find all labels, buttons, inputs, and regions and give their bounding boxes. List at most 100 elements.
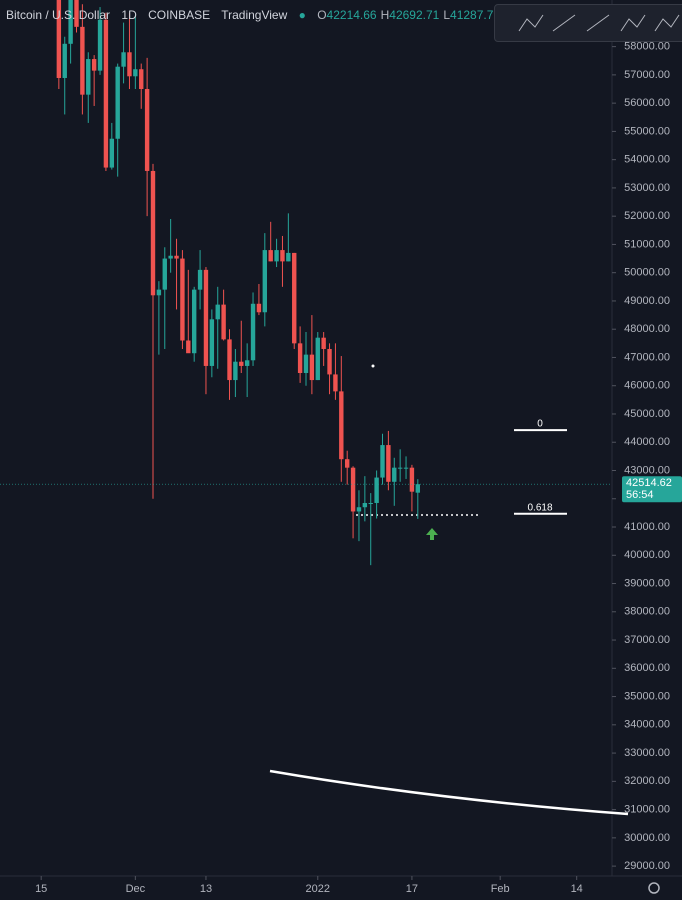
y-tick-label: 43000.00 <box>624 464 670 476</box>
candle-body <box>303 354 309 374</box>
candle-body <box>186 340 191 354</box>
y-tick-label: 49000.00 <box>624 295 670 307</box>
candle-body <box>315 337 320 381</box>
up-arrow <box>426 528 438 540</box>
candle-body <box>397 467 403 469</box>
candle-body <box>392 467 397 482</box>
candle-body <box>180 258 185 341</box>
y-tick-label: 40000.00 <box>624 549 670 561</box>
candle-body <box>262 250 268 313</box>
symbol: Bitcoin / U.S. Dollar <box>6 8 111 22</box>
settings-icon[interactable] <box>648 882 660 894</box>
field-label: O <box>317 8 327 22</box>
y-tick-label: 33000.00 <box>624 747 670 759</box>
x-tick-label: 15 <box>35 883 47 895</box>
field-label: H <box>380 8 390 22</box>
tool-icon[interactable] <box>586 14 610 32</box>
y-tick-label: 52000.00 <box>624 210 670 222</box>
y-tick-label: 39000.00 <box>624 577 670 589</box>
candle-body <box>150 170 156 296</box>
brand: TradingView <box>221 8 288 22</box>
y-tick-label: 53000.00 <box>624 182 670 194</box>
candle-body <box>280 250 285 262</box>
candle-body <box>403 467 409 469</box>
candle-body <box>233 361 238 381</box>
x-tick-label: 14 <box>571 883 583 895</box>
candle-body <box>109 138 115 168</box>
x-tick-label: 2022 <box>306 883 330 895</box>
y-tick-label: 50000.00 <box>624 267 670 279</box>
y-tick-label: 31000.00 <box>624 803 670 815</box>
toolbar-icons <box>518 14 680 32</box>
drawing-toolbar <box>494 4 682 42</box>
candle-body <box>156 289 162 296</box>
countdown: 56:54 <box>626 489 654 501</box>
candle-body <box>286 252 291 262</box>
y-tick-label: 37000.00 <box>624 634 670 646</box>
y-tick-label: 30000.00 <box>624 832 670 844</box>
y-tick-label: 34000.00 <box>624 719 670 731</box>
y-tick-label: 58000.00 <box>624 41 670 53</box>
candle-body <box>215 304 220 320</box>
candle-body <box>327 348 332 375</box>
tool-icon[interactable] <box>552 14 576 32</box>
last-price-label: 42514.62 <box>626 477 672 489</box>
candle-body <box>256 303 262 313</box>
candle-body <box>344 459 350 468</box>
candle-body <box>174 255 179 259</box>
candle-body <box>86 59 91 95</box>
y-tick-label: 29000.00 <box>624 860 670 872</box>
x-tick-label: 13 <box>200 883 212 895</box>
candle-body <box>168 255 173 259</box>
field-value: 42692.71 <box>389 8 440 22</box>
tool-icon[interactable] <box>654 14 680 32</box>
y-tick-label: 55000.00 <box>624 125 670 137</box>
candle-body <box>127 52 132 77</box>
drawn-curve <box>269 769 629 816</box>
candle-body <box>133 69 138 77</box>
candle-body <box>333 374 338 392</box>
candle-body <box>297 343 303 374</box>
fib-label: 0.618 <box>527 502 552 513</box>
y-tick-label: 46000.00 <box>624 380 670 392</box>
fib-label: 0 <box>537 419 543 430</box>
tool-icon[interactable] <box>620 14 646 32</box>
candle-body <box>415 484 421 493</box>
candle-body <box>362 502 368 508</box>
y-tick-label: 51000.00 <box>624 238 670 250</box>
y-tick-label: 35000.00 <box>624 690 670 702</box>
x-tick-label: 17 <box>406 883 418 895</box>
candle-body <box>244 360 250 366</box>
y-tick-label: 57000.00 <box>624 69 670 81</box>
x-tick-label: Dec <box>126 883 146 895</box>
candle-body <box>91 59 97 71</box>
candle-body <box>309 354 315 381</box>
candle-body <box>321 337 326 349</box>
candle-body <box>191 289 197 354</box>
candle-body <box>162 258 167 290</box>
candle-body <box>97 19 103 71</box>
candle-body <box>292 252 297 344</box>
dot <box>371 364 375 368</box>
y-tick-label: 38000.00 <box>624 606 670 618</box>
candle-body <box>121 52 126 67</box>
candle-body <box>227 339 232 381</box>
y-tick-label: 45000.00 <box>624 408 670 420</box>
candle-body <box>74 0 79 27</box>
candle-body <box>386 445 391 482</box>
x-tick-label: Feb <box>491 883 510 895</box>
interval: 1D <box>121 8 137 22</box>
candle-body <box>144 89 150 171</box>
candle-body <box>115 66 120 139</box>
tool-icon[interactable] <box>518 14 544 32</box>
legend-header: Bitcoin / U.S. Dollar 1D COINBASE Tradin… <box>6 8 494 22</box>
candle-body <box>409 467 415 492</box>
candle-body <box>250 303 256 361</box>
field-value: 41287.79 <box>450 8 494 22</box>
y-tick-label: 47000.00 <box>624 351 670 363</box>
y-tick-label: 54000.00 <box>624 154 670 166</box>
status-dot: ● <box>298 8 306 22</box>
candle-body <box>203 269 209 366</box>
